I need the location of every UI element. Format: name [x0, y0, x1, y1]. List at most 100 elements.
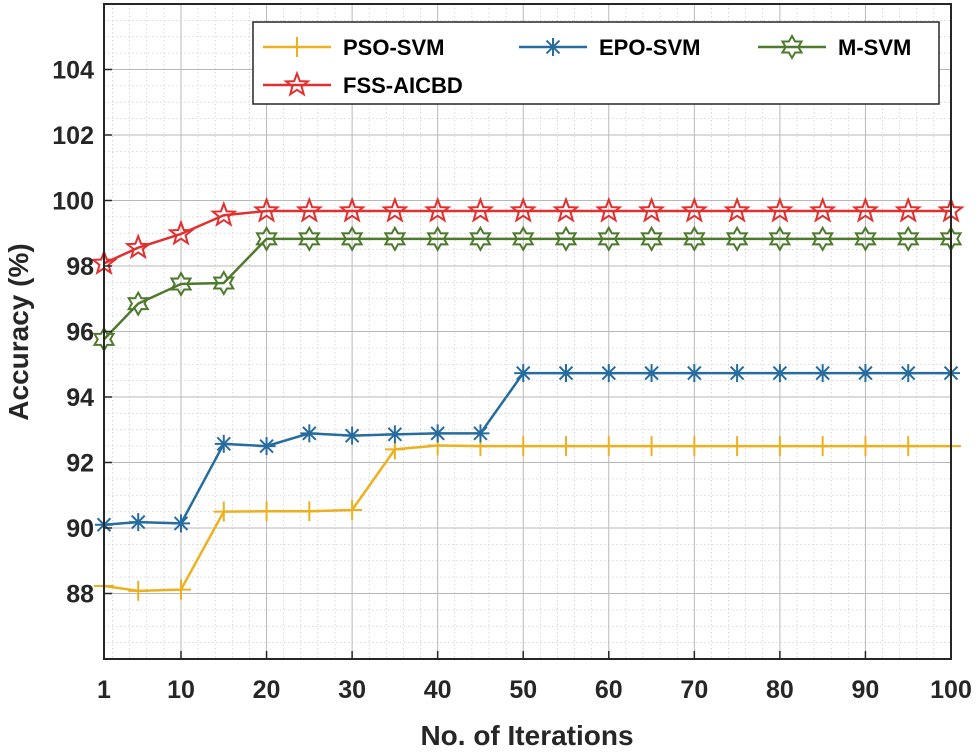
hexagram-marker — [854, 225, 877, 252]
plus-marker — [213, 501, 234, 522]
data-point — [723, 196, 751, 223]
data-point — [471, 424, 490, 443]
hexagram-marker — [426, 225, 449, 252]
data-point — [894, 196, 922, 223]
data-point — [727, 436, 748, 457]
asterisk-marker — [557, 364, 575, 383]
pentagram-marker — [283, 70, 311, 97]
data-point — [381, 196, 409, 223]
data-point — [383, 225, 407, 252]
data-point — [511, 225, 535, 252]
data-point — [769, 436, 790, 457]
marker-stroke — [644, 365, 659, 381]
data-point — [124, 233, 152, 260]
y-tick-label: 90 — [66, 515, 94, 543]
data-point — [556, 436, 576, 457]
marker-stroke — [473, 426, 488, 441]
legend: PSO-SVM EPO-SVM M-SVM FSS-AICBD — [252, 21, 940, 105]
marker-stroke — [545, 39, 561, 55]
asterisk-marker — [544, 38, 562, 56]
data-point — [295, 196, 324, 223]
hexagram-marker — [768, 225, 792, 252]
data-point — [770, 364, 789, 383]
asterisk-marker — [257, 437, 276, 456]
data-point — [172, 514, 190, 533]
plus-marker — [598, 436, 619, 457]
hexagram-marker — [597, 225, 621, 252]
hexagram-marker — [383, 225, 407, 252]
data-point — [298, 225, 321, 252]
asterisk-marker — [599, 364, 618, 383]
y-tick-label: 94 — [66, 384, 94, 412]
y-tick-label: 96 — [66, 319, 94, 347]
x-tick-label: 40 — [424, 676, 452, 704]
hexagram-marker — [511, 225, 535, 252]
pentagram-marker — [423, 196, 452, 223]
data-point — [599, 364, 618, 383]
asterisk-marker — [728, 364, 747, 383]
asterisk-marker — [300, 424, 319, 443]
asterisk-marker — [343, 426, 362, 445]
hexagram-marker — [811, 225, 834, 252]
pentagram-marker — [338, 196, 366, 223]
data-point — [808, 196, 837, 223]
asterisk-marker — [385, 425, 404, 444]
data-point — [343, 426, 362, 445]
data-point — [680, 196, 709, 223]
asterisk-marker — [129, 513, 148, 532]
data-point — [685, 364, 704, 383]
pentagram-marker — [124, 233, 152, 260]
marker-stroke — [729, 365, 745, 381]
data-point — [256, 501, 277, 522]
asterisk-marker — [685, 364, 704, 383]
y-tick-label: 104 — [52, 57, 94, 85]
legend-entry: EPO-SVM — [519, 35, 700, 60]
x-tick-label: 50 — [509, 676, 537, 704]
data-point — [469, 225, 492, 252]
marker-stroke — [216, 436, 231, 452]
pentagram-marker — [808, 196, 837, 223]
data-point — [640, 225, 663, 252]
y-axis-title: Accuracy (%) — [3, 243, 34, 420]
hexagram-marker — [554, 225, 578, 252]
series-line — [103, 237, 951, 341]
x-tick-label: 60 — [595, 676, 623, 704]
data-point — [129, 513, 148, 532]
data-point — [637, 196, 666, 223]
y-axis-ticks: 88 90 92 94 96 98 100 102 104 — [52, 57, 112, 609]
series-line — [103, 209, 951, 265]
y-tick-label: 88 — [66, 581, 94, 609]
pentagram-marker — [894, 196, 922, 223]
pentagram-marker — [552, 196, 580, 223]
marker-stroke — [173, 516, 189, 531]
grid — [103, 4, 952, 659]
plus-marker — [256, 501, 277, 522]
data-point — [683, 225, 706, 252]
series-group — [90, 196, 965, 601]
data-point — [851, 196, 880, 223]
hexagram-marker — [469, 225, 492, 252]
pentagram-marker — [295, 196, 324, 223]
y-tick-label: 98 — [66, 253, 94, 281]
hexagram-marker — [212, 270, 236, 297]
hexagram-marker — [683, 225, 706, 252]
hexagram-marker — [298, 225, 321, 252]
plus-marker — [342, 499, 363, 520]
data-point — [768, 225, 792, 252]
legend-label: PSO-SVM — [343, 35, 444, 60]
plus-marker — [513, 436, 534, 457]
plus-marker — [812, 436, 833, 457]
pentagram-marker — [509, 196, 537, 223]
marker-stroke — [687, 365, 702, 381]
data-point — [811, 225, 834, 252]
marker-stroke — [558, 365, 574, 381]
data-point — [423, 196, 452, 223]
asterisk-marker — [856, 364, 875, 383]
marker-stroke — [858, 365, 873, 381]
asterisk-marker — [471, 424, 490, 443]
data-point — [213, 501, 234, 522]
plus-marker — [171, 579, 191, 600]
pentagram-marker — [210, 200, 238, 227]
asterisk-marker — [813, 364, 832, 383]
